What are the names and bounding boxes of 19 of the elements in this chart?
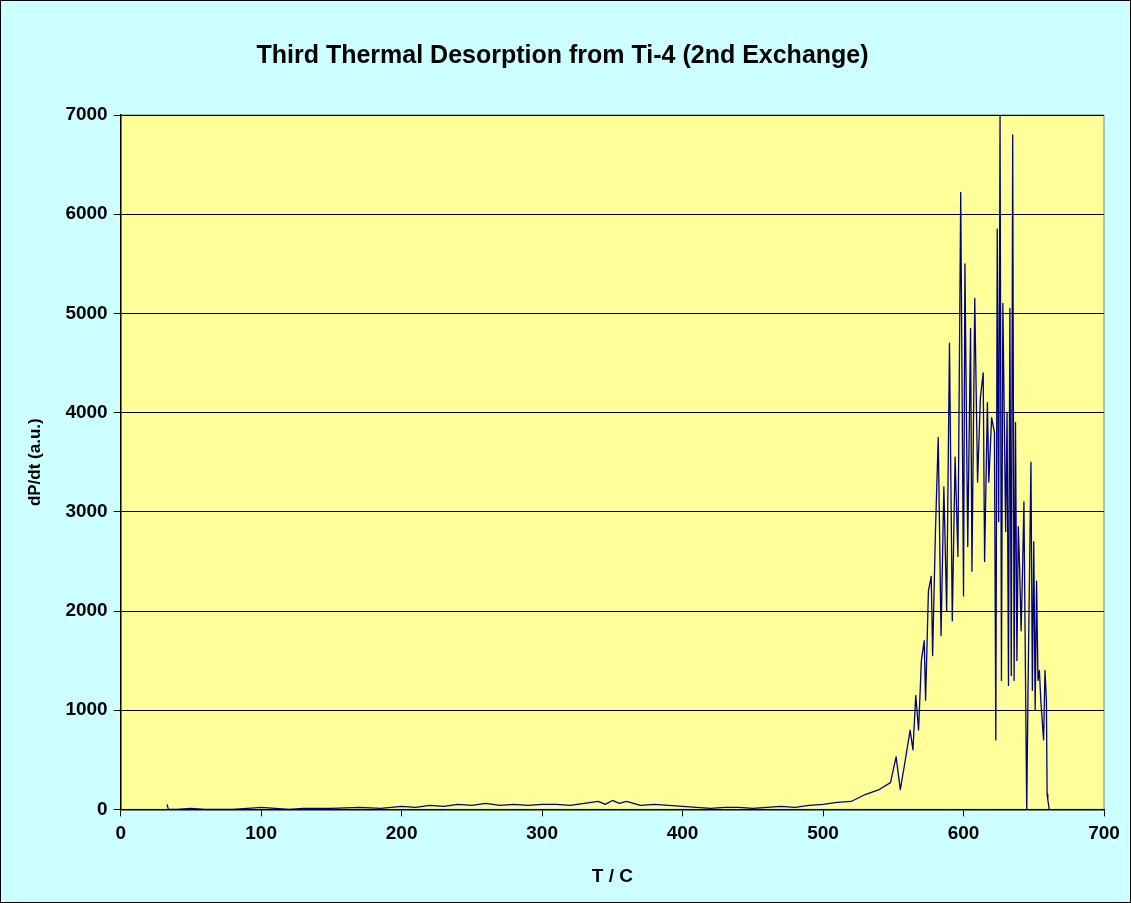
x-tick-label: 700 [1088,822,1120,844]
x-tick-label: 0 [115,822,126,844]
x-axis-title: T / C [591,864,634,886]
chart-title: Third Thermal Desorption from Ti-4 (2nd Exchange) [256,39,869,68]
y-tick-label: 7000 [65,103,108,125]
y-tick-label: 0 [97,797,108,819]
y-tick-label: 2000 [65,599,108,621]
x-tick-label: 400 [666,822,699,844]
y-tick-label: 6000 [65,202,108,224]
y-tick-label: 4000 [65,400,108,422]
y-tick-label: 3000 [65,500,108,522]
y-axis-title: dP/dt (a.u.) [24,418,44,507]
y-tick-label: 1000 [65,698,108,720]
x-tick-label: 600 [947,822,980,844]
x-tick-label: 300 [526,822,558,844]
y-tick-label: 5000 [65,301,108,323]
x-tick-label: 200 [385,822,418,844]
x-tick-label: 500 [807,822,839,844]
x-tick-label: 100 [245,822,277,844]
